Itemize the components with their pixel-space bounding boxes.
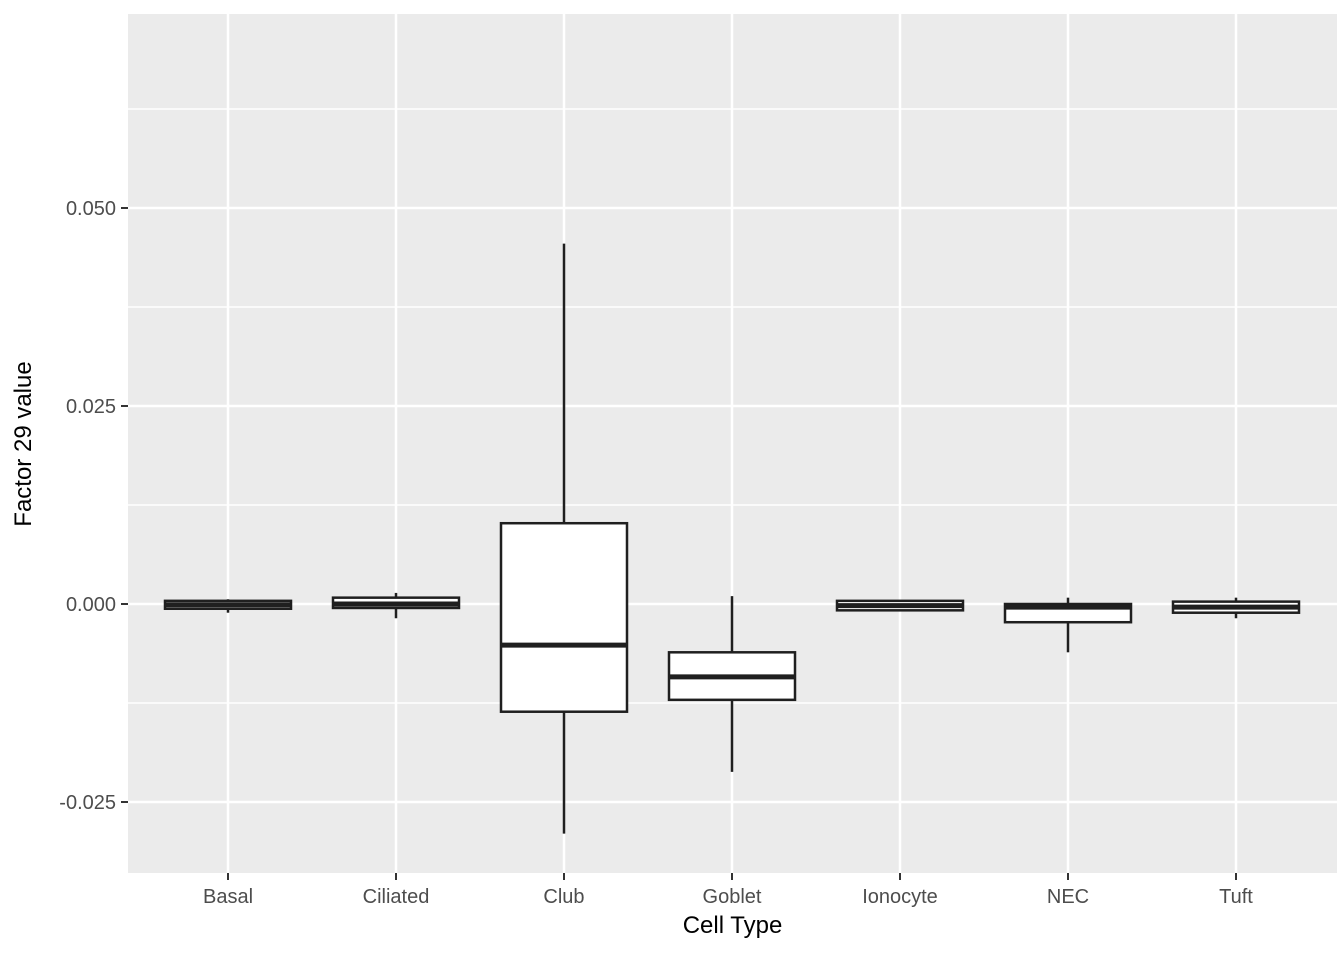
boxplot-nec	[1003, 597, 1133, 653]
x-tick-label: Club	[543, 886, 584, 908]
x-tick-label: Tuft	[1219, 886, 1253, 908]
box	[499, 521, 629, 713]
y-axis-title: Factor 29 value	[10, 361, 37, 527]
boxplot-goblet	[667, 596, 797, 772]
y-tick-label: 0.000	[66, 594, 116, 616]
boxplot-club	[499, 243, 629, 834]
x-tick-label: Goblet	[703, 886, 762, 908]
boxplot-ciliated	[331, 592, 461, 619]
x-tick-label: Ionocyte	[862, 886, 938, 908]
boxplot-ionocyte	[835, 599, 965, 612]
x-axis-title: Cell Type	[682, 912, 783, 939]
y-tick-label: 0.025	[66, 396, 116, 418]
x-tick-label: Ciliated	[363, 886, 430, 908]
x-tick-label: Basal	[203, 886, 253, 908]
y-tick-label: 0.050	[66, 198, 116, 220]
boxplot-tuft	[1171, 597, 1301, 619]
x-tick-label: NEC	[1047, 886, 1089, 908]
boxplot-basal	[163, 599, 293, 613]
y-tick-label: -0.025	[59, 792, 116, 814]
